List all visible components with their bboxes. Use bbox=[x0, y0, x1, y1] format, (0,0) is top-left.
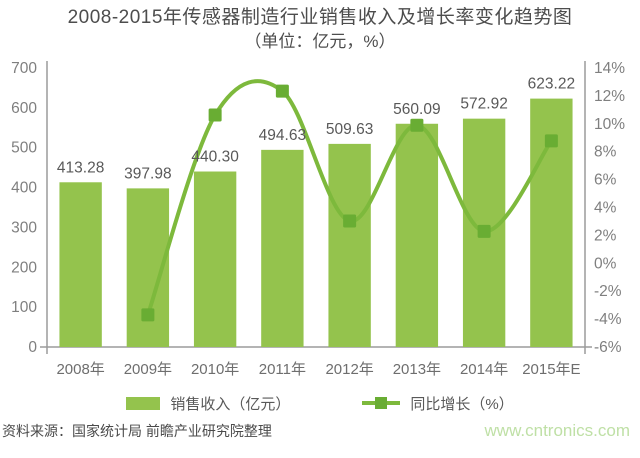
line-swatch-marker bbox=[375, 397, 388, 409]
growth-line-marker bbox=[544, 134, 558, 148]
y-axis-left-tick-label: 0 bbox=[28, 339, 37, 356]
bar-series-swatch-icon bbox=[126, 396, 161, 410]
chart-title: 2008-2015年传感器制造行业销售收入及增长率变化趋势图 bbox=[67, 7, 573, 28]
x-axis-label: 2010年 bbox=[191, 361, 239, 378]
y-axis-left-tick-label: 100 bbox=[11, 299, 37, 316]
bar-value-label: 413.28 bbox=[57, 159, 104, 176]
x-axis-label: 2015年E bbox=[522, 361, 580, 378]
bar-2012年 bbox=[328, 143, 371, 347]
bar-2010年 bbox=[193, 171, 237, 347]
growth-line-marker bbox=[410, 118, 424, 132]
x-axis-label: 2011年 bbox=[259, 361, 306, 378]
x-axis-label: 2013年 bbox=[393, 361, 441, 378]
bar-value-label: 494.63 bbox=[259, 127, 306, 144]
y-axis-right-tick-label: 10% bbox=[594, 116, 625, 133]
growth-line-marker bbox=[141, 308, 155, 322]
y-axis-left-tick-label: 600 bbox=[11, 100, 37, 117]
x-axis-label: 2012年 bbox=[325, 361, 373, 378]
y-axis-right-tick-label: 8% bbox=[594, 144, 617, 161]
chart-subtitle: （单位：亿元，%） bbox=[244, 32, 396, 51]
bar-2011年 bbox=[261, 149, 304, 347]
growth-line-marker bbox=[343, 214, 357, 228]
y-axis-right-tick-label: 12% bbox=[594, 88, 625, 105]
legend-item-growth: 同比增长（%） bbox=[362, 393, 514, 414]
y-axis-right-tick-label: 6% bbox=[594, 172, 617, 189]
y-axis-right-tick-label: 14% bbox=[594, 60, 625, 77]
bar-2008年 bbox=[59, 182, 102, 347]
chart-canvas: 700 600 500 400 300 200 100 0 14% 12% 10% 8% 6% 4% 2% 0… bbox=[11, 60, 625, 378]
y-axis-right-tick-label: -6% bbox=[594, 339, 622, 356]
y-axis-left-tick-label: 500 bbox=[11, 140, 37, 157]
bar-2013年 bbox=[395, 123, 439, 347]
y-axis-right-tick-label: 4% bbox=[594, 200, 617, 217]
footer: 资料来源：国家统计局 前瞻产业研究院整理 www.cntronics.com bbox=[0, 413, 640, 441]
y-axis-left-tick-label: 300 bbox=[11, 219, 37, 236]
legend-label-growth: 同比增长（%） bbox=[410, 395, 514, 413]
data-source-text: 资料来源：国家统计局 前瞻产业研究院整理 bbox=[2, 423, 272, 439]
growth-line-marker bbox=[208, 108, 222, 122]
x-axis-label: 2009年 bbox=[124, 361, 172, 378]
chart-legend: 销售收入（亿元） 同比增长（%） bbox=[0, 393, 640, 413]
bar-value-label: 572.92 bbox=[460, 96, 507, 113]
y-axis-left-tick-label: 700 bbox=[11, 60, 37, 77]
legend-item-sales: 销售收入（亿元） bbox=[126, 393, 290, 414]
y-axis-left-tick-label: 400 bbox=[11, 180, 37, 197]
bar-value-label: 440.30 bbox=[191, 149, 239, 166]
x-axis-label: 2008年 bbox=[56, 361, 104, 378]
bar-value-label: 397.98 bbox=[124, 165, 171, 182]
growth-line-marker bbox=[275, 84, 289, 98]
x-axis-label: 2014年 bbox=[460, 361, 508, 378]
bar-value-label: 560.09 bbox=[393, 101, 440, 118]
y-axis-right-tick-label: -4% bbox=[594, 311, 622, 328]
growth-line-marker bbox=[477, 224, 491, 238]
y-axis-right-tick-label: 2% bbox=[594, 227, 617, 244]
legend-label-sales: 销售收入（亿元） bbox=[170, 395, 291, 413]
website-link[interactable]: www.cntronics.com bbox=[484, 421, 630, 440]
bar-value-label: 623.22 bbox=[528, 76, 575, 93]
y-axis-left-tick-label: 200 bbox=[11, 259, 37, 276]
y-axis-right-tick-label: 0% bbox=[594, 255, 617, 272]
line-series-swatch-icon bbox=[362, 397, 401, 409]
bar-value-label: 509.63 bbox=[326, 121, 373, 138]
y-axis-right-tick-label: -2% bbox=[594, 283, 622, 300]
